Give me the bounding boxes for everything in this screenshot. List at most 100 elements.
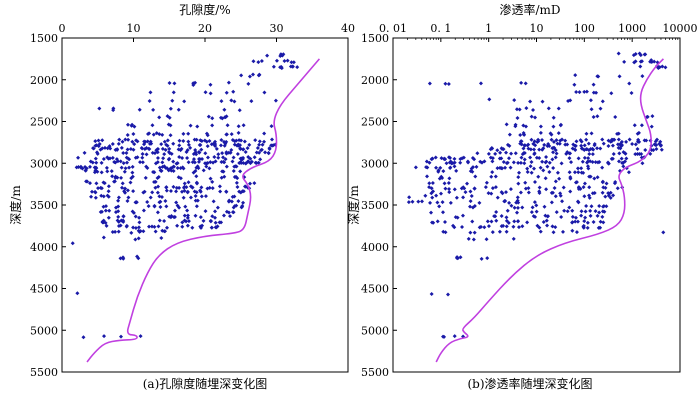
porosity-data-point [186,219,191,224]
porosity-data-point [156,224,161,229]
permeability-data-point [441,210,446,215]
porosity-data-point [103,208,108,213]
permeability-data-point [416,199,421,204]
porosity-data-point [198,143,203,148]
porosity-data-point [240,203,245,208]
porosity-data-point [171,141,176,146]
porosity-data-point [199,185,204,190]
porosity-data-point [201,218,206,223]
permeability-data-point [549,137,554,142]
permeability-data-point [575,166,580,171]
porosity-data-point [219,175,224,180]
porosity-data-point [236,130,241,135]
porosity-chart-ylabel: 深度/m [8,185,23,225]
porosity-data-point [241,123,246,128]
porosity-data-point [198,215,203,220]
permeability-data-point [570,228,575,233]
porosity-data-point [203,194,208,199]
permeability-data-point [473,174,478,179]
porosity-data-point [230,194,235,199]
porosity-data-point [191,81,196,86]
porosity-data-point [246,81,251,86]
porosity-data-point [185,208,190,213]
permeability-data-point [463,190,468,195]
permeability-data-point [447,176,452,181]
permeability-data-point [573,148,578,153]
permeability-data-point [429,191,434,196]
permeability-data-point [434,193,439,198]
permeability-data-point [590,152,595,157]
porosity-chart-title: 孔隙度/% [179,2,230,17]
permeability-data-point [639,152,644,157]
porosity-data-point [137,215,142,220]
permeability-data-point [538,130,543,135]
permeability-data-point [468,199,473,204]
permeability-data-point [584,89,589,94]
porosity-data-point [132,124,137,129]
porosity-data-point [101,235,106,240]
permeability-data-point [595,160,600,165]
porosity-data-point [98,185,103,190]
porosity-data-point [110,142,115,147]
porosity-data-point [121,150,126,155]
porosity-data-point [113,210,118,215]
permeability-data-point [520,152,525,157]
porosity-data-point [194,180,199,185]
porosity-data-point [178,166,183,171]
permeability-data-point [477,200,482,205]
porosity-data-point [221,155,226,160]
porosity-data-point [136,256,141,261]
permeability-data-point [536,138,541,143]
permeability-data-point [460,156,465,161]
porosity-data-point [219,99,224,104]
permeability-data-point [588,208,593,213]
permeability-data-point [538,124,543,129]
permeability-data-point [654,147,659,152]
porosity-data-point [161,156,166,161]
porosity-data-point [117,137,122,142]
porosity-data-point [124,223,129,228]
permeability-data-point [494,209,499,214]
porosity-data-point [134,200,139,205]
porosity-data-point [257,139,262,144]
porosity-data-point [166,157,171,162]
porosity-data-point [257,72,262,77]
permeability-data-point [523,180,528,185]
porosity-data-point [176,147,181,152]
permeability-data-point [448,165,453,170]
permeability-data-point [427,185,432,190]
porosity-data-point [91,146,96,151]
permeability-data-point [558,123,563,128]
porosity-data-point [150,224,155,229]
porosity-data-point [190,225,195,230]
porosity-data-point [211,160,216,165]
porosity-data-point [207,139,212,144]
permeability-data-point [501,159,506,164]
porosity-data-point [172,208,177,213]
permeability-data-point [540,159,545,164]
permeability-data-point [507,132,512,137]
permeability-data-point [598,225,603,230]
porosity-data-point [167,151,172,156]
permeability-data-point [548,131,553,136]
porosity-data-point [179,146,184,151]
permeability-data-point [529,210,534,215]
porosity-data-point [155,190,160,195]
permeability-data-point [649,124,654,129]
porosity-data-point [153,185,158,190]
permeability-data-point [629,91,634,96]
porosity-data-point [192,160,197,165]
porosity-data-point [273,98,278,103]
permeability-data-point [663,65,668,70]
porosity-data-point [155,147,160,152]
porosity-data-point [142,139,147,144]
porosity-data-point [191,170,196,175]
porosity-data-point [125,122,130,127]
permeability-data-point [580,159,585,164]
permeability-data-point [484,180,489,185]
porosity-data-point [232,164,237,169]
permeability-data-point [653,139,658,144]
permeability-data-point [567,170,572,175]
permeability-data-point [493,151,498,156]
porosity-data-point [83,168,88,173]
